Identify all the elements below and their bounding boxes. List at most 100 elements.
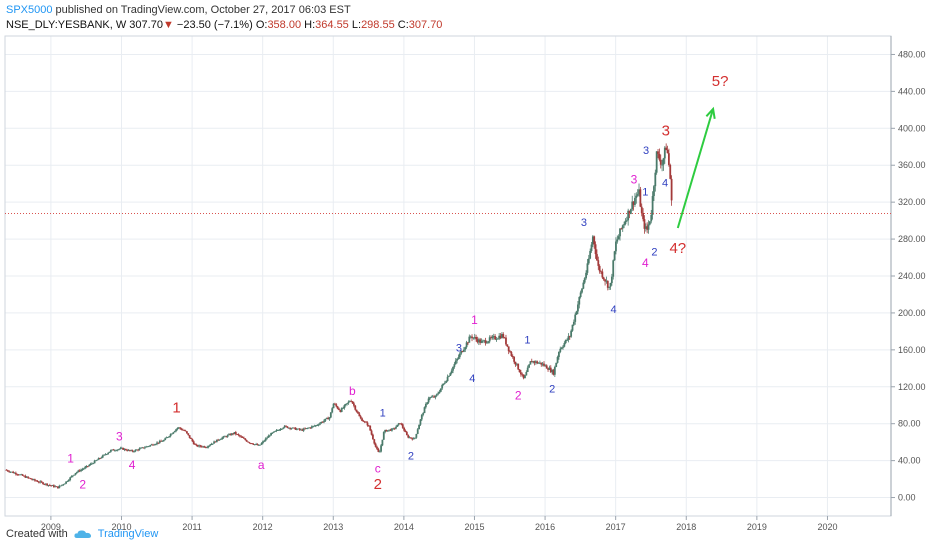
high-value: 364.55: [315, 19, 349, 31]
y-tick-label: 200.00: [898, 308, 926, 318]
candle-body: [666, 149, 669, 154]
candle-body: [202, 446, 205, 448]
candle-body: [593, 236, 596, 245]
tradingview-brand[interactable]: TradingView: [97, 528, 159, 540]
candle-body: [108, 451, 111, 453]
candle: [148, 445, 150, 448]
wave-label: 3: [643, 145, 649, 157]
x-tick-label: 2015: [464, 522, 484, 532]
candle: [225, 435, 228, 438]
candle: [577, 300, 579, 315]
candle: [171, 433, 173, 435]
candle: [329, 412, 332, 418]
candle: [367, 424, 370, 427]
candle: [115, 449, 118, 452]
candle-body: [89, 463, 92, 466]
candle-body: [221, 437, 224, 440]
candle-body: [43, 484, 46, 485]
candle: [647, 220, 650, 234]
candle-body: [381, 439, 384, 446]
candle-body: [399, 423, 401, 425]
candle: [13, 472, 16, 474]
candle: [359, 414, 362, 420]
candle-body: [180, 428, 183, 430]
candle-body: [435, 394, 438, 396]
candle-body: [313, 425, 316, 427]
author-link[interactable]: SPX5000: [6, 4, 53, 16]
candle: [100, 456, 103, 459]
candle-body: [195, 444, 198, 446]
candle-body: [271, 432, 274, 434]
candle-body: [29, 478, 32, 480]
candle: [392, 427, 395, 430]
candle: [503, 336, 506, 339]
candle-body: [124, 448, 127, 451]
candle-body: [61, 484, 63, 486]
candle-body: [310, 426, 313, 428]
candle: [145, 445, 148, 448]
candle: [313, 424, 316, 427]
candle: [275, 428, 278, 433]
candle-body: [570, 330, 573, 337]
candle: [384, 429, 387, 434]
candle-body: [634, 197, 636, 205]
candle-body: [100, 457, 103, 459]
candle: [118, 448, 120, 451]
candle: [563, 341, 566, 348]
candle-body: [496, 338, 499, 340]
candle: [434, 395, 437, 400]
candle-body: [164, 438, 167, 441]
candle: [491, 334, 494, 340]
candle-body: [192, 441, 195, 445]
candle: [199, 444, 202, 448]
candle: [665, 143, 668, 151]
candle: [551, 369, 554, 375]
candle-body: [187, 433, 190, 436]
candle: [532, 360, 535, 364]
candle-body: [19, 474, 21, 476]
candle-body: [453, 364, 456, 367]
candle-body: [298, 428, 301, 430]
candle-body: [578, 297, 581, 305]
candle-body: [586, 263, 589, 273]
candle: [366, 421, 369, 427]
candle: [214, 441, 217, 443]
candle: [608, 286, 611, 291]
candle: [260, 442, 263, 446]
wave-label: 4: [662, 177, 668, 189]
candle-body: [315, 425, 317, 427]
arrow-shaft: [676, 108, 715, 229]
candle: [571, 324, 574, 332]
candle: [8, 469, 10, 473]
candle: [169, 433, 172, 438]
candle: [249, 442, 252, 445]
candle-body: [585, 272, 587, 279]
candle: [433, 394, 435, 399]
candle: [90, 462, 93, 465]
candle: [278, 428, 281, 431]
candle: [467, 341, 469, 346]
candle-body: [422, 413, 425, 415]
candle-body: [76, 472, 78, 473]
y-tick-label: 320.00: [898, 197, 926, 207]
candle: [306, 427, 309, 430]
candle: [480, 338, 483, 344]
candle-body: [114, 450, 116, 452]
candle-body: [188, 435, 191, 438]
candle: [418, 424, 420, 430]
candle-body: [266, 437, 268, 439]
candle: [483, 339, 486, 343]
candle: [129, 449, 131, 452]
candle: [453, 362, 456, 369]
candle: [460, 349, 463, 356]
candle: [279, 428, 282, 431]
candle: [281, 428, 283, 431]
candle: [27, 476, 29, 479]
candle-body: [530, 361, 533, 363]
candle-body: [302, 428, 305, 431]
candle: [338, 407, 340, 411]
candle-body: [619, 228, 621, 237]
candle-body: [248, 442, 251, 444]
candle: [47, 484, 50, 487]
